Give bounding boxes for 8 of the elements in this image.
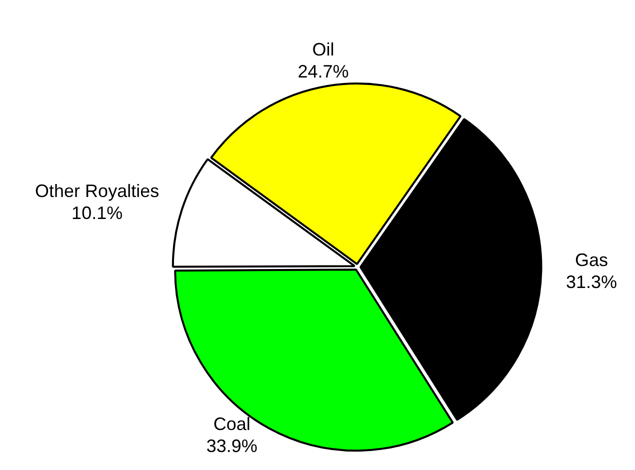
data-label: 31.3% — [566, 272, 617, 292]
data-label: 33.9% — [206, 436, 258, 456]
slice-label: Coal — [213, 414, 250, 434]
slice-label: Gas — [574, 250, 608, 270]
slice-label: Other Royalties — [35, 180, 160, 201]
data-label: 10.1% — [72, 202, 123, 223]
data-label: 24.7% — [298, 61, 349, 82]
slice-label: Oil — [312, 39, 334, 60]
